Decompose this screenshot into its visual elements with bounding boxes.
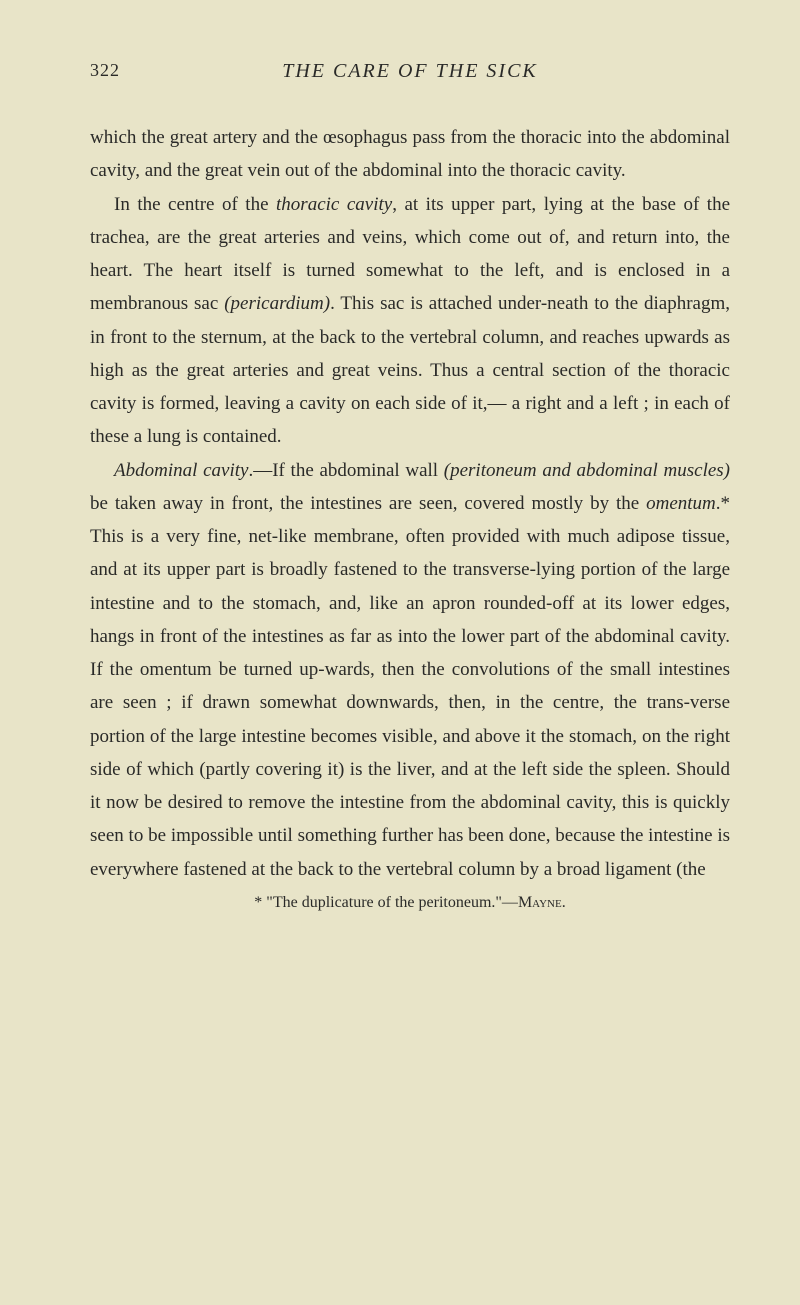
p3-text-3: .* This is a very fine, net-like membran…: [90, 493, 730, 880]
p3-text-1: .—If the abdominal wall: [248, 460, 443, 481]
chapter-title: THE CARE OF THE SICK: [90, 60, 730, 83]
paragraph-3: Abdominal cavity.—If the abdominal wall …: [90, 454, 730, 886]
paragraph-2: In the centre of the thoracic cavity, at…: [90, 188, 730, 454]
footnote: * "The duplicature of the peritoneum."—M…: [90, 894, 730, 912]
p3-text-2: be taken away in front, the intestines a…: [90, 493, 646, 514]
p3-italic-3: omentum: [646, 493, 716, 514]
p3-italic-1: Abdominal cavity: [114, 460, 248, 481]
p3-italic-2: (peritoneum and abdominal muscles): [444, 460, 730, 481]
body-text: which the great artery and the œsophagus…: [90, 121, 730, 886]
p2-text-3: . This sac is attached under-neath to th…: [90, 293, 730, 447]
p2-text-1: In the centre of the: [114, 194, 276, 215]
paragraph-1: which the great artery and the œsophagus…: [90, 121, 730, 188]
footnote-author: Mayne: [518, 894, 562, 911]
p2-italic-1: thoracic cavity: [276, 194, 392, 215]
page-number: 322: [90, 60, 120, 81]
footnote-period: .: [562, 894, 566, 911]
footnote-text: * "The duplicature of the peritoneum."—: [254, 894, 518, 911]
p2-italic-2: (pericardium): [224, 293, 330, 314]
